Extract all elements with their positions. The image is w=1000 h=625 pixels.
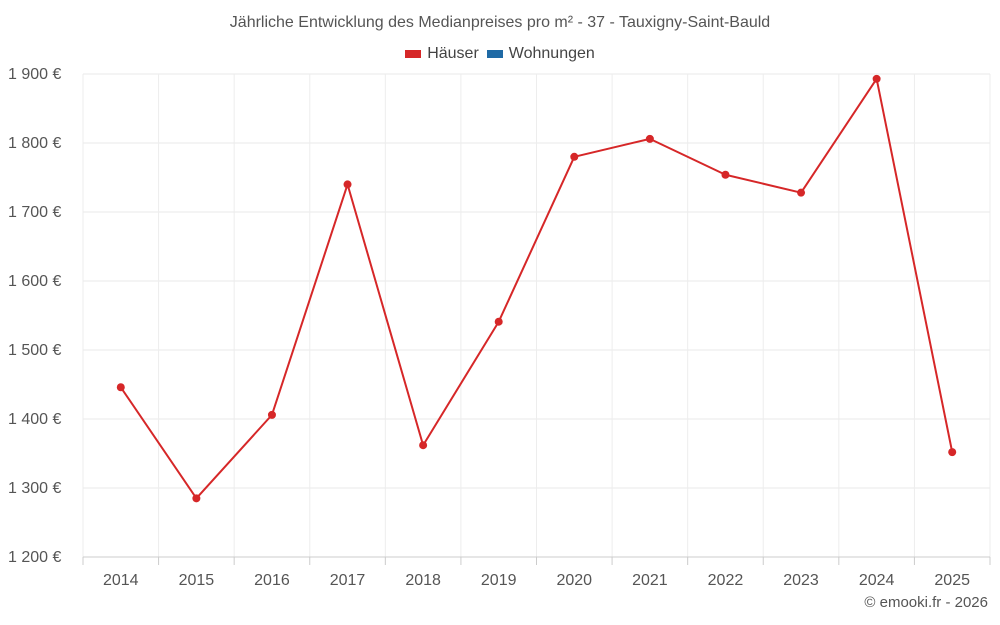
x-tick-label: 2016 (254, 572, 290, 589)
data-point-haeuser (570, 152, 579, 161)
data-point-haeuser (948, 448, 957, 457)
y-tick-label: 1 500 € (8, 342, 61, 359)
y-tick-label: 1 400 € (8, 411, 61, 428)
y-tick-label: 1 600 € (8, 273, 61, 290)
x-tick-label: 2015 (179, 572, 215, 589)
data-point-haeuser (419, 441, 428, 450)
y-tick-label: 1 200 € (8, 549, 61, 566)
x-tick-label: 2025 (934, 572, 970, 589)
y-tick-label: 1 700 € (8, 204, 61, 221)
data-point-haeuser (267, 410, 276, 419)
legend-item-haeuser[interactable]: Häuser (405, 45, 479, 63)
series-line-haeuser (119, 77, 954, 500)
x-tick-label: 2018 (405, 572, 441, 589)
legend-swatch-haeuser (405, 50, 422, 58)
legend: Häuser Wohnungen (0, 45, 1000, 63)
data-point-haeuser (872, 74, 881, 83)
legend-label-haeuser: Häuser (427, 45, 479, 62)
y-tick-label: 1 300 € (8, 480, 61, 497)
y-tick-label: 1 800 € (8, 135, 61, 152)
x-tick-label: 2019 (481, 572, 517, 589)
y-tick-label: 1 900 € (8, 66, 61, 83)
credit-text: © emooki.fr - 2026 (864, 594, 988, 611)
data-point-haeuser (343, 180, 352, 189)
data-point-haeuser (797, 188, 806, 197)
legend-swatch-wohnungen (486, 50, 503, 58)
x-tick-label: 2014 (103, 572, 139, 589)
x-tick-label: 2017 (330, 572, 366, 589)
x-tick-label: 2022 (708, 572, 744, 589)
x-tick-label: 2021 (632, 572, 668, 589)
data-point-haeuser (721, 170, 730, 179)
legend-label-wohnungen: Wohnungen (508, 45, 595, 62)
data-point-haeuser (192, 494, 201, 503)
x-tick-label: 2024 (859, 572, 895, 589)
data-point-haeuser (645, 134, 654, 143)
data-point-haeuser (116, 383, 125, 392)
data-point-haeuser (494, 317, 503, 326)
chart-title: Jährliche Entwicklung des Medianpreises … (229, 14, 771, 31)
x-tick-label: 2023 (783, 572, 819, 589)
x-tick-label: 2020 (556, 572, 592, 589)
legend-item-wohnungen[interactable]: Wohnungen (486, 45, 595, 63)
